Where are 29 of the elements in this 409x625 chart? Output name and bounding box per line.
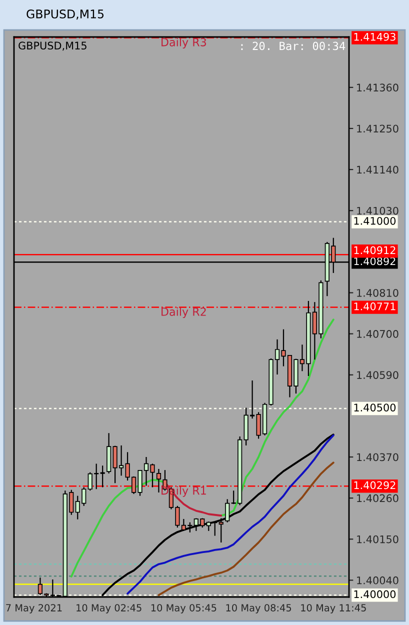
ref-line-label: 1.41000 (354, 216, 396, 225)
x-tick-label: 10 May 08:45 (226, 604, 292, 614)
annotation: : 20. Bar: 00:34 (241, 42, 346, 50)
y-tick-label: 1.41360 (357, 84, 398, 92)
y-tick-label: 1.40260 (357, 494, 398, 502)
ref-line-label: 1.40912 (354, 246, 396, 254)
y-tick-label: 1.41140 (357, 166, 398, 174)
y-tick-label: 1.41250 (357, 124, 398, 133)
annotation: Daily R2 (162, 307, 206, 318)
annotation: GBPUSD,M15 (18, 42, 86, 51)
ref-line-label: 1.40292 (354, 481, 396, 490)
x-tick-label: 10 May 11:45 (301, 604, 366, 614)
ref-line-label: 1.40892 (354, 257, 396, 266)
ref-line-label: 1.40500 (354, 404, 396, 412)
x-tick-label: 10 May 05:45 (151, 604, 216, 614)
x-tick-label: 10 May 02:45 (76, 604, 142, 614)
x-tick-label: 7 May 2021 (6, 604, 62, 614)
ref-line-label: 1.40771 (354, 302, 396, 310)
y-tick-label: 1.40590 (357, 371, 398, 379)
annotation: Daily R3 (162, 38, 206, 48)
chart-title: GBPUSD,M15 (26, 9, 104, 20)
y-tick-label: 1.40700 (357, 330, 398, 338)
y-tick-label: 1.40370 (357, 453, 398, 462)
ref-line-label: 1.41493 (354, 32, 396, 41)
y-tick-label: 1.40150 (357, 535, 398, 544)
y-tick-label: 1.41030 (357, 206, 398, 215)
ref-line-label: 1.40000 (354, 590, 396, 598)
y-tick-label: 1.40810 (357, 288, 398, 297)
y-tick-label: 1.40040 (357, 576, 398, 584)
